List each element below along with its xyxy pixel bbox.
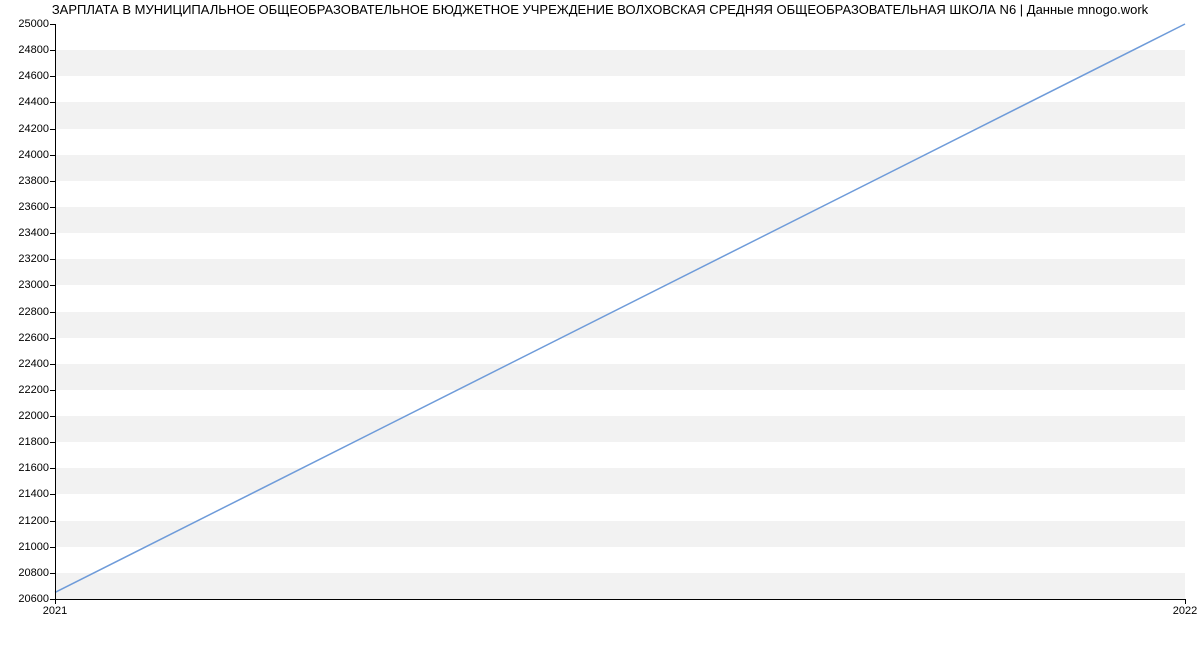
series-line: [55, 24, 1185, 592]
x-axis-line: [55, 599, 1185, 600]
x-tick-mark: [1185, 599, 1186, 604]
line-chart: ЗАРПЛАТА В МУНИЦИПАЛЬНОЕ ОБЩЕОБРАЗОВАТЕЛ…: [0, 0, 1200, 650]
plot-area: 2060020800210002120021400216002180022000…: [55, 24, 1185, 599]
chart-line-layer: [55, 24, 1185, 599]
chart-title: ЗАРПЛАТА В МУНИЦИПАЛЬНОЕ ОБЩЕОБРАЗОВАТЕЛ…: [0, 2, 1200, 17]
y-axis-line: [55, 24, 56, 599]
